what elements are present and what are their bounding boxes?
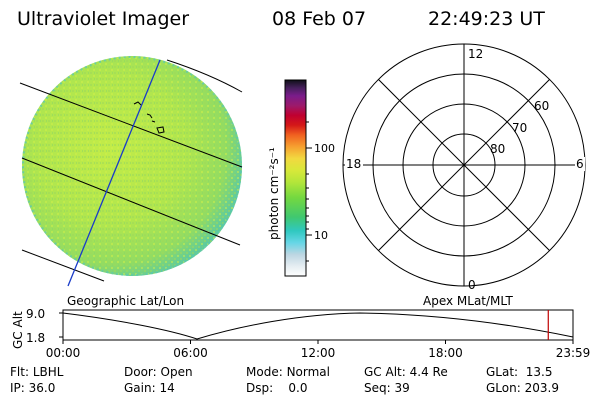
- polar-diagonal: [378, 79, 550, 251]
- altitude-y-tick-9: 9.0: [26, 307, 45, 321]
- altitude-x-tick-0000: 00:00: [46, 346, 81, 360]
- altitude-plot: [59, 309, 574, 344]
- date-label: 08 Feb 07: [272, 8, 367, 30]
- altitude-y-label: GC Alt: [11, 311, 25, 349]
- info-dsp: Dsp: 0.0: [246, 381, 308, 395]
- info-mode: Mode: Normal: [246, 365, 330, 379]
- island-outlines: [133, 101, 165, 134]
- mlt-label-right: 6: [576, 157, 584, 171]
- label-bg: [345, 157, 363, 171]
- lat-label-80: 80: [490, 142, 505, 156]
- colorbar-tick-10: 10: [314, 229, 328, 242]
- disk-limb: [22, 56, 242, 276]
- altitude-x-tick-0600: 06:00: [173, 346, 208, 360]
- latitude-line: [19, 82, 243, 168]
- info-seq: Seq: 39: [364, 381, 410, 395]
- info-door: Door: Open: [124, 365, 193, 379]
- colorbar-tick-100: 100: [314, 142, 335, 155]
- info-ip: IP: 36.0: [10, 381, 56, 395]
- disk-texture: [22, 56, 242, 276]
- island-shape: [146, 113, 153, 119]
- island-shape: [133, 101, 142, 106]
- island-shape: [151, 120, 156, 123]
- time-label: 22:49:23 UT: [428, 8, 545, 30]
- island-shape: [156, 126, 165, 134]
- info-glat: GLat: 13.5: [486, 365, 553, 379]
- latitude-line: [166, 59, 243, 93]
- altitude-x-ticks: [62, 340, 574, 344]
- polar-grid: [342, 43, 586, 287]
- latitude-line: [21, 157, 241, 246]
- altitude-curve: [62, 312, 574, 340]
- info-glon: GLon: 203.9: [486, 381, 559, 395]
- altitude-x-tick-2359: 23:59: [556, 346, 591, 360]
- altitude-x-tick-1800: 18:00: [428, 346, 463, 360]
- mlt-label-left: 18: [346, 157, 361, 171]
- colorbar-label: photon cm⁻²s⁻¹: [267, 147, 281, 240]
- mlt-label-top: 12: [468, 47, 483, 61]
- altitude-y-tick-1-8: 1.8: [26, 331, 45, 345]
- longitude-meridian: [67, 59, 161, 287]
- colorbar: [284, 79, 307, 277]
- info-gc-alt: GC Alt: 4.4 Re: [364, 365, 448, 379]
- label-bg: [575, 157, 585, 171]
- altitude-y-ticks: [59, 312, 63, 338]
- label-bg: [465, 47, 483, 60]
- geographic-caption: Geographic Lat/Lon: [67, 294, 184, 308]
- geographic-grid: [19, 59, 243, 282]
- altitude-x-tick-1200: 12:00: [301, 346, 336, 360]
- mlt-label-bottom: 0: [468, 278, 476, 292]
- uv-image-disk: [22, 56, 242, 276]
- info-gain: Gain: 14: [124, 381, 175, 395]
- apex-caption: Apex MLat/MLT: [423, 294, 513, 308]
- latitude-line: [21, 249, 105, 282]
- info-filter: Flt: LBHL: [10, 365, 64, 379]
- instrument-title: Ultraviolet Imager: [17, 8, 190, 30]
- colorbar-ticks: [306, 121, 312, 262]
- lat-label-60: 60: [534, 99, 549, 113]
- lat-label-70: 70: [512, 121, 527, 135]
